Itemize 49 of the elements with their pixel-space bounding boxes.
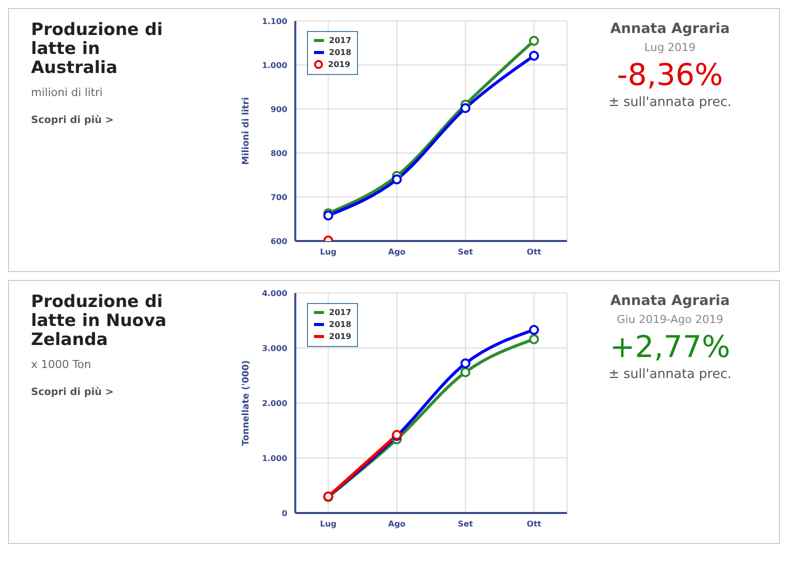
- y-axis-title: Tonnellate ('000): [241, 360, 252, 446]
- x-tick-label: Ago: [388, 248, 406, 257]
- point: [529, 324, 539, 335]
- y-tick-label: 800: [270, 148, 288, 158]
- y-tick-label: 700: [270, 192, 288, 202]
- y-tick-label: 1.000: [262, 454, 288, 463]
- point: [529, 36, 539, 46]
- x-tick-label: Lug: [320, 520, 337, 529]
- point: [529, 50, 539, 61]
- y-axis-title: Milioni di litri: [241, 97, 252, 165]
- text: Produzione di latte in Australia: [31, 20, 164, 78]
- point: [460, 367, 470, 378]
- text: Giu 2019-Ago 2019: [616, 313, 724, 326]
- legend-label: 2019: [328, 60, 350, 69]
- text: Produzione di latte in Nuova Zelanda: [31, 292, 168, 350]
- text: ± sull'annata prec.: [607, 95, 733, 110]
- x-tick-label: Set: [458, 248, 474, 257]
- x-tick-label: Lug: [320, 248, 337, 257]
- legend-label: 2019: [329, 332, 352, 341]
- legend-label: 2017: [329, 36, 352, 45]
- point: [392, 174, 402, 184]
- legend-label: 2018: [329, 320, 352, 329]
- text: Lug 2019: [643, 41, 697, 54]
- legend-label: 2017: [329, 308, 352, 317]
- text: +2,77%: [608, 330, 732, 365]
- y-tick-label: 3.000: [262, 344, 288, 353]
- y-tick-label: 1.100: [262, 16, 288, 26]
- text: -8,36%: [616, 58, 724, 93]
- text: Annata Agraria: [609, 293, 731, 309]
- x-tick-label: Ott: [526, 520, 542, 529]
- point: [460, 358, 470, 368]
- text: Scopri di più >: [31, 115, 115, 126]
- y-tick-label: 2.000: [262, 398, 288, 408]
- text: ± sull'annata prec.: [607, 367, 733, 382]
- text: milioni di litri: [31, 86, 104, 99]
- x-tick-label: Ott: [526, 248, 542, 257]
- text: Annata Agraria: [609, 21, 731, 37]
- text: x 1000 Ton: [31, 358, 92, 371]
- point: [529, 334, 539, 344]
- y-tick-label: 900: [270, 104, 288, 114]
- x-tick-label: Ago: [388, 520, 406, 529]
- y-tick-label: 1.000: [262, 60, 288, 70]
- y-tick-label: 0: [282, 508, 288, 518]
- y-tick-label: 600: [270, 236, 288, 246]
- point: [460, 103, 470, 114]
- legend-label: 2018: [329, 48, 352, 57]
- text: Scopri di più >: [31, 387, 115, 398]
- y-tick-label: 4.000: [262, 288, 288, 298]
- x-tick-label: Set: [458, 520, 474, 529]
